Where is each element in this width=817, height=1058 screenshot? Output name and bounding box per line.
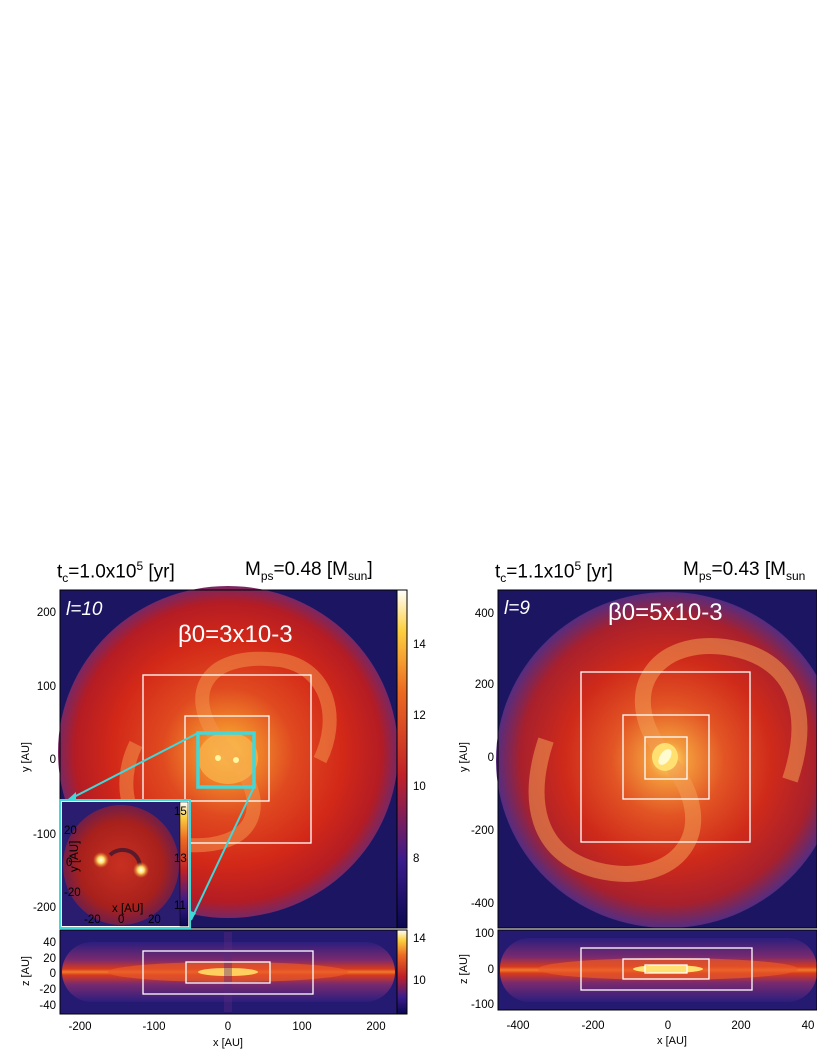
- inset-xtick: -20: [84, 914, 101, 926]
- right-edge-on-map: [497, 929, 817, 1011]
- left-ytick: -200: [33, 902, 56, 914]
- inset-xtick: 20: [148, 914, 161, 926]
- left-ztick: -40: [39, 1000, 56, 1012]
- left-ylabel: y [AU]: [20, 742, 32, 772]
- left-ytick: 100: [37, 681, 56, 693]
- inset-cbar-tick: 13: [174, 853, 187, 865]
- right-time-label: tc=1.1x105 [yr]: [495, 559, 613, 586]
- inset-xlabel: x [AU]: [112, 903, 143, 915]
- right-xtick: 40: [802, 1020, 815, 1032]
- cbar-tick: 10: [413, 781, 426, 793]
- inset-ytick: -20: [64, 887, 81, 899]
- left-inset-zoom: [59, 799, 191, 929]
- right-xtick: 200: [731, 1020, 750, 1032]
- right-ylabel: y [AU]: [458, 742, 470, 772]
- left-time-label: tc=1.0x105 [yr]: [57, 559, 175, 586]
- right-xtick: 0: [665, 1020, 671, 1032]
- left-ztick: -20: [39, 984, 56, 996]
- left-xlabel: x [AU]: [213, 1037, 243, 1049]
- right-ztick: -100: [471, 999, 494, 1011]
- cbar-tick: 12: [413, 710, 426, 722]
- inset-cbar-tick: 15: [174, 806, 187, 818]
- left-ytick: 200: [37, 607, 56, 619]
- right-ztick: 100: [475, 928, 494, 940]
- right-zlabel: z [AU]: [458, 954, 470, 984]
- left-ztick: 0: [50, 968, 56, 980]
- right-face-on-map: [496, 589, 817, 929]
- cbar-tick: 8: [413, 853, 419, 865]
- left-xtick: -200: [68, 1021, 91, 1033]
- left-level-label: l=10: [66, 599, 103, 620]
- right-xtick: -200: [581, 1020, 604, 1032]
- cbar-tick: 14: [413, 933, 426, 945]
- right-beta-label: β0=5x10-3: [608, 599, 723, 626]
- inset-cbar-tick: 11: [174, 900, 186, 912]
- left-beta-label: β0=3x10-3: [178, 621, 293, 648]
- right-xtick: -400: [506, 1020, 529, 1032]
- left-mass-label: Mps=0.48 [Msun]: [245, 559, 373, 583]
- cbar-tick: 10: [413, 975, 426, 987]
- right-ytick: -400: [471, 898, 494, 910]
- right-ytick: -200: [471, 825, 494, 837]
- right-ytick: 0: [488, 752, 494, 764]
- left-edge-on-map: [59, 929, 398, 1015]
- left-ytick: 0: [50, 754, 56, 766]
- left-xtick: 200: [366, 1021, 385, 1033]
- left-xtick: 100: [292, 1021, 311, 1033]
- right-ytick: 400: [475, 608, 494, 620]
- inset-xtick: 0: [118, 914, 124, 926]
- left-ytick: -100: [33, 829, 56, 841]
- inset-ylabel: y [AU]: [69, 841, 81, 872]
- right-xlabel: x [AU]: [657, 1035, 687, 1047]
- inset-ytick: 0: [66, 857, 72, 869]
- left-xtick: -100: [142, 1021, 165, 1033]
- left-top-colorbar: [396, 589, 408, 929]
- left-xtick: 0: [225, 1021, 231, 1033]
- right-level-label: l=9: [504, 598, 530, 619]
- right-mass-label: Mps=0.43 [Msun: [683, 559, 806, 583]
- left-zlabel: z [AU]: [20, 956, 32, 986]
- right-ytick: 200: [475, 679, 494, 691]
- inset-ytick: 20: [64, 825, 77, 837]
- left-ztick: 20: [43, 953, 56, 965]
- cbar-tick: 14: [413, 639, 426, 651]
- right-ztick: 0: [488, 964, 494, 976]
- left-bottom-colorbar: [396, 929, 408, 1015]
- left-ztick: 40: [43, 937, 56, 949]
